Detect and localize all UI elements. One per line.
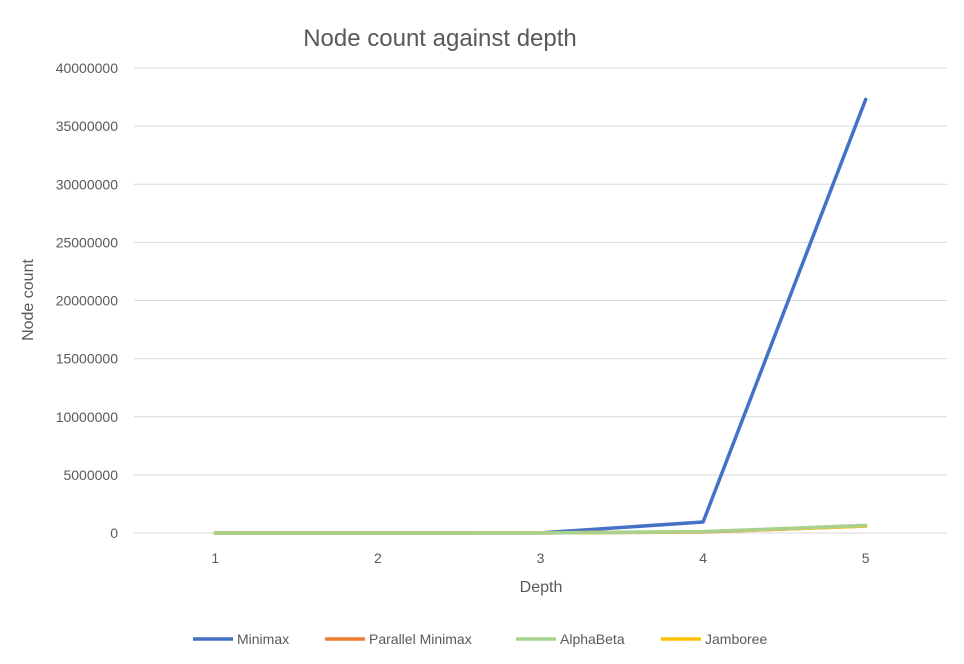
y-axis-ticks: 0 5000000 10000000 15000000 20000000 25000000… <box>56 60 119 541</box>
gridlines <box>134 67 947 476</box>
y-tick-label: 40000000 <box>56 60 119 76</box>
x-axis-title: Depth <box>520 579 563 596</box>
y-tick-label: 20000000 <box>56 293 119 309</box>
series-line-alphabeta <box>213 523 868 535</box>
x-tick-label: 1 <box>211 550 219 566</box>
legend-item: Jamboree <box>661 631 767 647</box>
series-line-minimax <box>213 97 868 535</box>
y-tick-label: 5000000 <box>63 467 118 483</box>
y-tick-label: 35000000 <box>56 118 119 134</box>
y-tick-label: 10000000 <box>56 409 119 425</box>
x-tick-label: 3 <box>537 550 545 566</box>
chart-title: Node count against depth <box>303 25 577 52</box>
legend-label: Parallel Minimax <box>369 631 472 647</box>
legend-label: Minimax <box>237 631 289 647</box>
legend-item: Minimax <box>193 631 289 647</box>
x-tick-label: 5 <box>862 550 870 566</box>
x-axis-ticks: 1 2 3 4 5 <box>211 550 869 566</box>
x-tick-label: 2 <box>374 550 382 566</box>
x-tick-label: 4 <box>699 550 707 566</box>
y-tick-label: 25000000 <box>56 234 119 250</box>
y-tick-label: 15000000 <box>56 351 119 367</box>
y-tick-label: 30000000 <box>56 176 119 192</box>
y-tick-label: 0 <box>110 525 118 541</box>
legend-label: Jamboree <box>705 631 767 647</box>
legend-item: AlphaBeta <box>516 631 625 647</box>
y-axis-title: Node count <box>20 259 37 341</box>
series-lines <box>213 97 868 535</box>
legend-item: Parallel Minimax <box>325 631 472 647</box>
legend: Minimax Parallel Minimax AlphaBeta Jamboree <box>193 631 767 647</box>
legend-label: AlphaBeta <box>560 631 625 647</box>
